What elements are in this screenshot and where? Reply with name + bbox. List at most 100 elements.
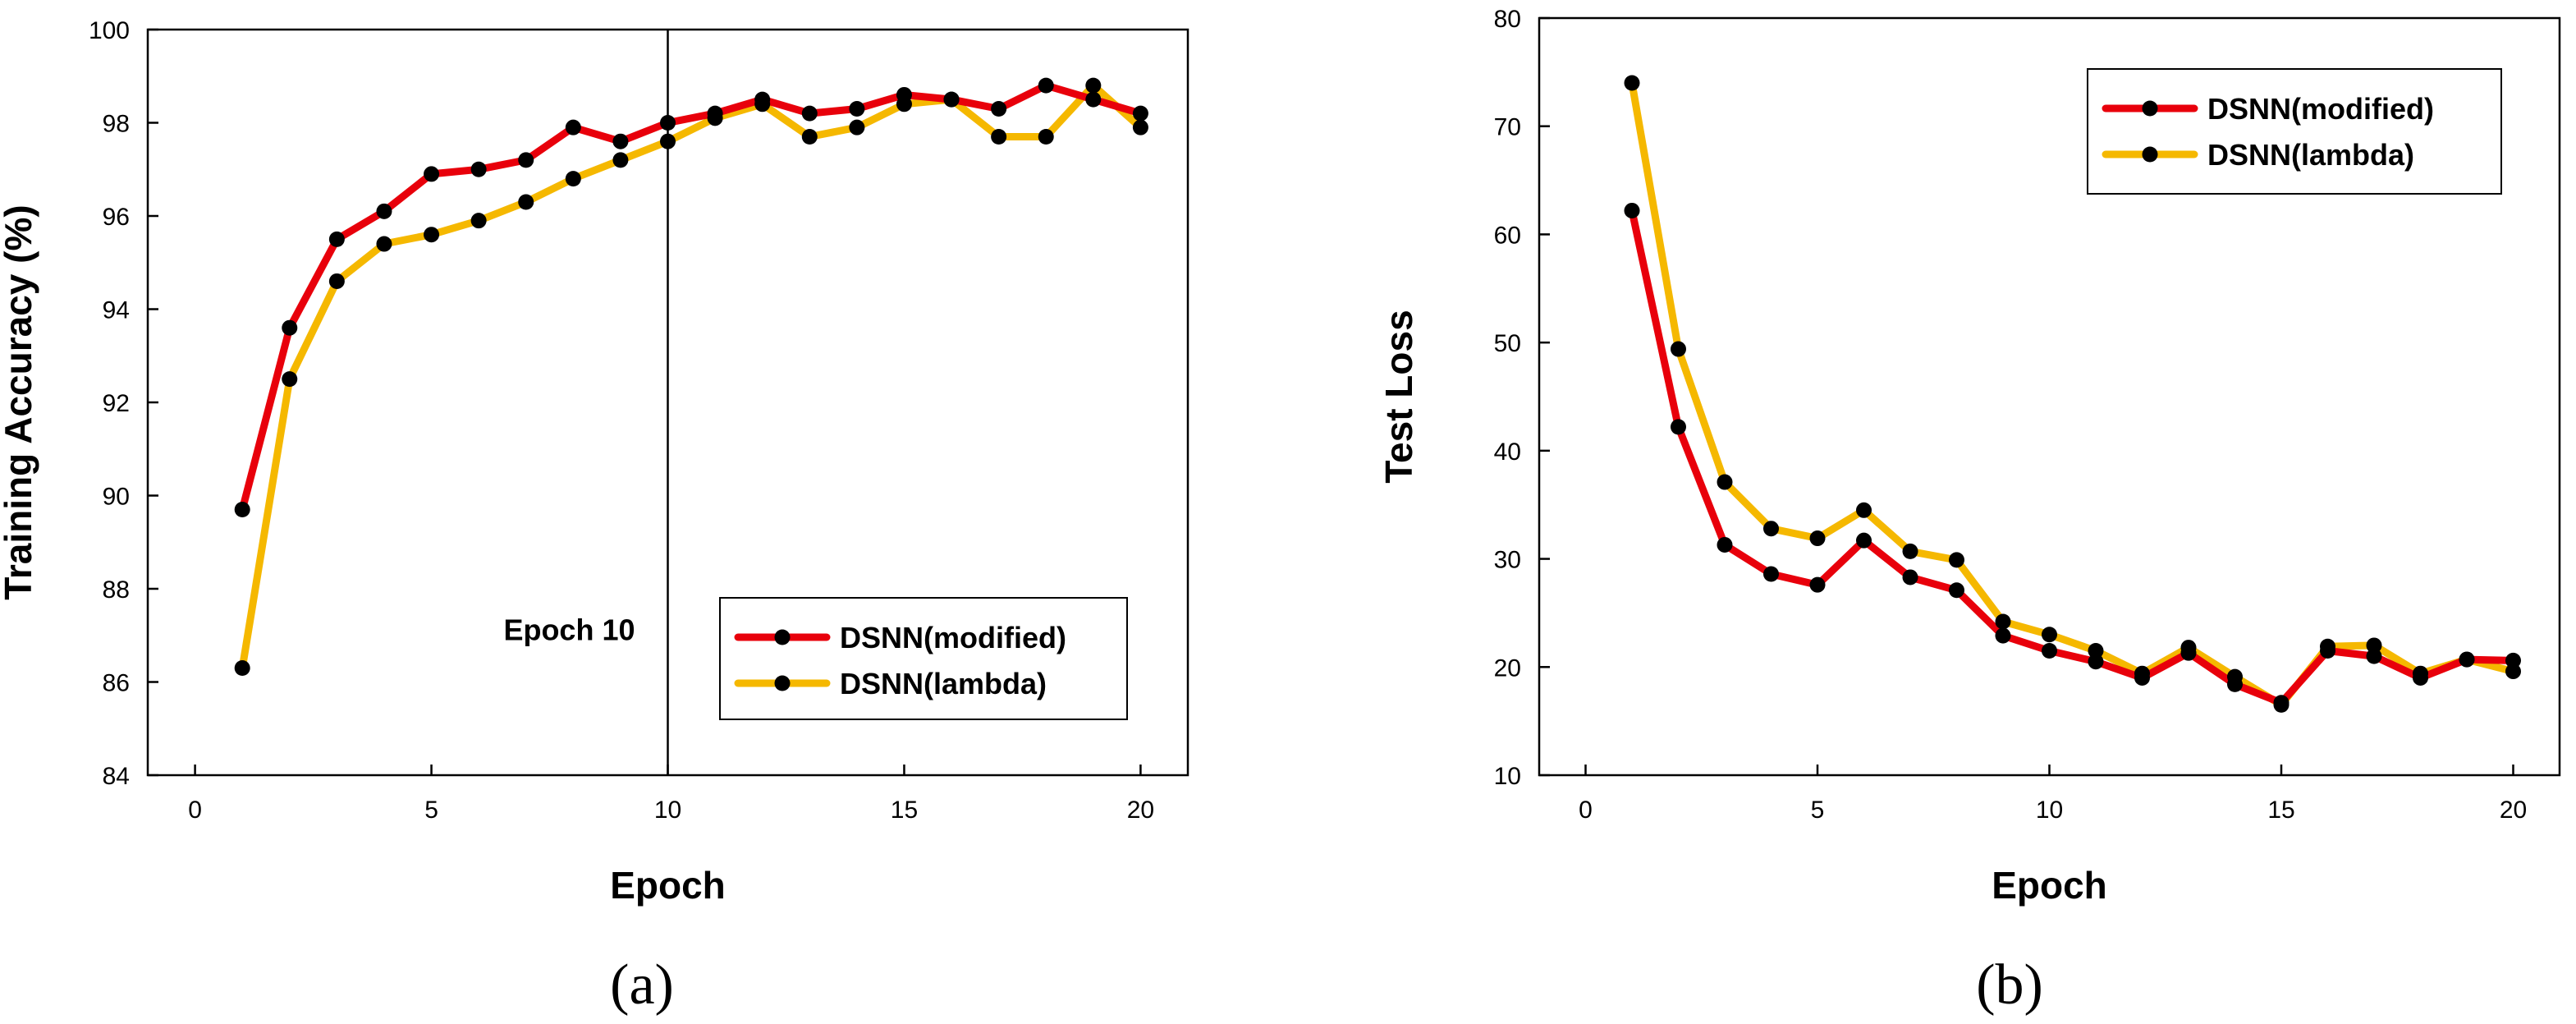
data-point-dsnn-modified [565,119,581,135]
legend-label: DSNN(lambda) [2207,138,2414,172]
data-point-dsnn-lambda [1085,77,1102,94]
x-tick-label: 15 [2267,797,2294,824]
y-tick-label: 90 [103,484,130,511]
data-point-dsnn-modified [1856,532,1872,549]
data-point-dsnn-lambda [424,227,440,243]
data-point-dsnn-lambda [470,213,487,229]
data-point-dsnn-lambda [991,129,1007,145]
data-point-dsnn-lambda [660,133,676,149]
data-point-dsnn-modified [1624,202,1640,218]
x-tick-label: 20 [2500,797,2527,824]
data-point-dsnn-lambda [1995,613,2011,630]
data-point-dsnn-modified [1949,582,1964,599]
data-point-dsnn-modified [660,115,676,131]
data-point-dsnn-modified [991,100,1007,117]
y-tick-label: 84 [103,763,130,790]
y-tick-label: 86 [103,670,130,697]
data-point-dsnn-lambda [1856,502,1872,518]
data-point-dsnn-modified [2366,648,2382,664]
y-tick-label: 94 [103,297,130,324]
data-point-dsnn-modified [376,203,392,219]
panel-b-test-loss: 10 20 30 40 50 60 70 80 0 5 10 15 20 Epoch Test Loss DS… [1377,6,2561,1017]
data-point-dsnn-modified [2227,676,2243,692]
x-axis-label: Epoch [1992,864,2107,907]
data-point-dsnn-lambda [2505,664,2521,680]
y-tick-label: 88 [103,576,130,604]
data-point-dsnn-modified [328,231,345,247]
x-tick-label: 10 [654,797,681,824]
data-point-dsnn-modified [754,91,771,108]
data-point-dsnn-modified [1671,419,1686,435]
data-point-dsnn-modified [1809,576,1826,593]
legend-marker [2142,100,2158,117]
data-point-dsnn-modified [2320,643,2335,659]
x-tick-label: 0 [188,797,202,824]
x-axis-label: Epoch [610,864,726,907]
data-point-dsnn-lambda [1671,341,1686,357]
data-point-dsnn-lambda [1038,129,1054,145]
data-point-dsnn-lambda [849,119,865,135]
data-point-dsnn-lambda [612,152,629,168]
panel-a-training-accuracy: 84 86 88 90 92 94 96 98 100 0 5 10 15 20 Epoch Training… [0,17,1189,1017]
reference-line-label: Epoch 10 [503,613,635,646]
x-tick-label: 20 [1127,797,1154,824]
data-point-dsnn-modified [612,133,629,149]
data-point-dsnn-lambda [282,371,298,388]
x-tick-label: 15 [891,797,918,824]
y-axis-label: Test Loss [1377,310,1420,483]
y-tick-label: 30 [1494,547,1521,574]
data-point-dsnn-modified [2273,695,2290,711]
data-point-dsnn-lambda [1132,119,1148,135]
y-tick-label: 50 [1494,330,1521,357]
data-point-dsnn-modified [2505,652,2521,668]
y-tick-label: 70 [1494,114,1521,141]
data-point-dsnn-lambda [1809,530,1826,547]
x-tick-label: 5 [1811,797,1825,824]
data-point-dsnn-modified [1902,569,1918,585]
data-point-dsnn-modified [1085,91,1102,108]
x-tick-label: 5 [424,797,438,824]
data-point-dsnn-modified [518,152,534,168]
data-point-dsnn-modified [2413,669,2428,686]
data-point-dsnn-lambda [1902,543,1918,559]
legend-marker [774,675,791,691]
data-point-dsnn-modified [2180,645,2197,661]
data-point-dsnn-lambda [1717,474,1733,490]
y-tick-label: 100 [89,17,130,44]
data-point-dsnn-lambda [1949,552,1964,568]
data-point-dsnn-modified [1038,77,1054,94]
data-point-dsnn-modified [2459,651,2475,668]
y-tick-label: 40 [1494,439,1521,466]
data-point-dsnn-lambda [328,273,345,289]
data-point-dsnn-modified [2042,643,2057,659]
y-tick-label: 92 [103,390,130,417]
legend-label: DSNN(modified) [840,621,1066,654]
data-point-dsnn-modified [1132,105,1148,122]
data-point-dsnn-modified [234,502,250,518]
y-tick-label: 80 [1494,6,1521,33]
data-point-dsnn-lambda [1763,521,1779,537]
y-tick-label: 60 [1494,222,1521,249]
legend-box [719,597,1128,720]
y-tick-label: 20 [1494,654,1521,682]
data-point-dsnn-lambda [2042,627,2057,643]
data-point-dsnn-lambda [2088,643,2104,659]
legend-marker [2142,146,2158,163]
data-point-dsnn-modified [707,105,723,122]
data-point-dsnn-lambda [376,236,392,252]
legend-label: DSNN(lambda) [840,667,1047,700]
data-point-dsnn-modified [1717,536,1733,553]
x-tick-label: 0 [1579,797,1593,824]
legend-marker [774,629,791,645]
data-point-dsnn-modified [943,91,960,108]
data-point-dsnn-modified [1763,566,1779,582]
data-point-dsnn-lambda [565,171,581,187]
data-point-dsnn-modified [1995,627,2011,644]
legend-label: DSNN(modified) [2207,92,2434,126]
y-tick-label: 10 [1494,763,1521,790]
data-point-dsnn-lambda [1624,75,1640,91]
legend-box [2087,68,2502,195]
panel-label: (a) [610,953,674,1017]
data-point-dsnn-modified [849,100,865,117]
data-point-dsnn-lambda [2366,637,2382,654]
